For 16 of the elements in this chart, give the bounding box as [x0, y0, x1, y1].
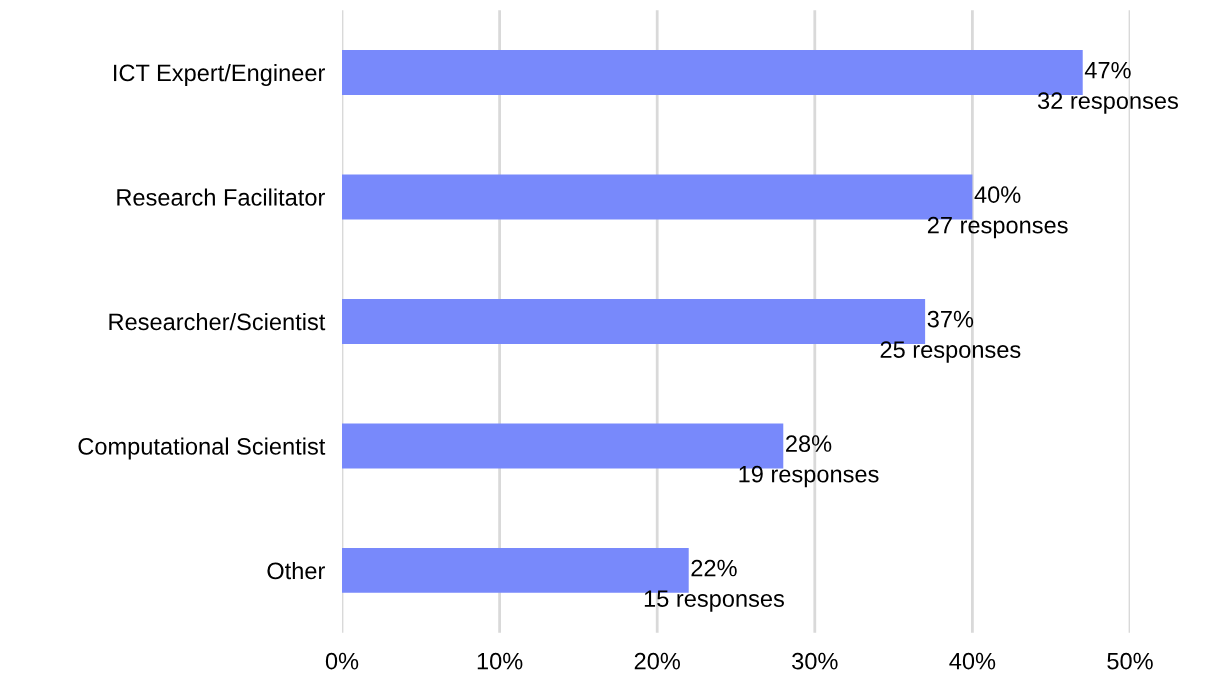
y-tick-label: Researcher/Scientist — [109, 312, 326, 331]
y-tick-label: Research Facilitator — [117, 188, 325, 206]
x-tick-label: 10% — [477, 652, 523, 670]
y-tick-label: Computational Scientist — [78, 437, 326, 460]
x-tick-label: 50% — [1107, 652, 1153, 670]
y-tick-label: ICT Expert/Engineer — [114, 63, 325, 86]
x-tick-label: 30% — [792, 652, 838, 670]
data-label: 37% 25 responses — [880, 310, 1021, 363]
data-label: 40% 27 responses — [927, 186, 1068, 239]
data-label: 28% 19 responses — [739, 435, 879, 488]
x-tick-label: 40% — [949, 652, 996, 670]
y-tick-label: Other — [267, 561, 325, 580]
x-tick-label: 20% — [634, 652, 680, 670]
data-label: 47% 32 responses — [1037, 61, 1178, 114]
data-label: 22% 15 responses — [644, 559, 784, 612]
x-tick-label: 0% — [325, 652, 359, 670]
